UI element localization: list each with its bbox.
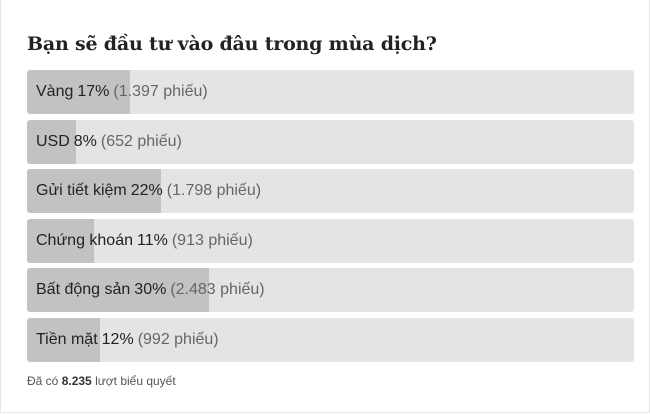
poll-option-text: Gửi tiết kiệm 22% (1.798 phiếu)	[36, 169, 261, 213]
total-votes: 8.235	[61, 374, 92, 388]
poll-option-fill	[27, 317, 100, 362]
poll-option-label: Chứng khoán	[36, 231, 133, 249]
poll-option-chung-khoan[interactable]: Chứng khoán 11% (913 phiếu)	[27, 218, 634, 263]
poll-option-label: Vàng	[36, 83, 74, 100]
poll-title: Bạn sẽ đầu tư vào đâu trong mùa dịch?	[27, 33, 437, 55]
footer-prefix: Đã có	[27, 374, 59, 388]
poll-option-tien-mat[interactable]: Tiền mặt 12% (992 phiếu)	[27, 317, 634, 362]
poll-option-votes: (992 phiếu)	[137, 330, 219, 348]
poll-option-gui-tiet-kiem[interactable]: Gửi tiết kiệm 22% (1.798 phiếu)	[27, 169, 634, 213]
poll-option-fill	[27, 169, 161, 213]
poll-option-usd[interactable]: USD 8% (652 phiếu)	[27, 119, 634, 164]
poll-option-percent: 11%	[137, 231, 168, 249]
poll-option-votes: (1.798 phiếu)	[166, 182, 262, 199]
poll-option-fill	[27, 218, 94, 263]
poll-option-text: Chứng khoán 11% (913 phiếu)	[36, 219, 253, 263]
poll-option-text: Tiền mặt 12% (992 phiếu)	[36, 318, 219, 362]
poll-option-votes: (2.483 phiếu)	[170, 281, 265, 298]
poll-option-percent: 30%	[134, 281, 167, 298]
poll-option-text: USD 8% (652 phiếu)	[36, 120, 182, 164]
poll-option-percent: 12%	[101, 330, 134, 348]
poll-option-percent: 17%	[77, 83, 110, 100]
poll-option-label: Tiền mặt	[36, 330, 98, 348]
poll-option-percent: 8%	[73, 132, 97, 150]
poll-option-text: Vàng 17% (1.397 phiếu)	[36, 70, 208, 114]
poll-option-text: Bất động sản 30% (2.483 phiếu)	[36, 268, 265, 312]
footer-suffix: lượt biểu quyết	[95, 374, 176, 388]
poll-widget: Bạn sẽ đầu tư vào đâu trong mùa dịch? Và…	[27, 32, 634, 367]
poll-option-fill	[27, 268, 210, 312]
poll-option-label: Bất động sản	[36, 281, 131, 298]
poll-option-vang[interactable]: Vàng 17% (1.397 phiếu)	[27, 70, 634, 114]
poll-option-fill	[27, 119, 76, 164]
poll-option-percent: 22%	[130, 182, 163, 199]
poll-option-votes: (913 phiếu)	[171, 231, 253, 249]
poll-option-label: USD	[36, 132, 70, 150]
poll-option-bat-dong-san[interactable]: Bất động sản 30% (2.483 phiếu)	[27, 268, 634, 312]
poll-option-label: Gửi tiết kiệm	[36, 182, 127, 199]
poll-option-fill	[27, 70, 131, 114]
poll-options: Vàng 17% (1.397 phiếu) USD 8% (652 phiếu…	[27, 70, 634, 362]
poll-footer: Đã có 8.235 lượt biểu quyết	[27, 374, 176, 388]
poll-option-votes: (652 phiếu)	[100, 132, 182, 150]
poll-option-votes: (1.397 phiếu)	[113, 83, 208, 100]
